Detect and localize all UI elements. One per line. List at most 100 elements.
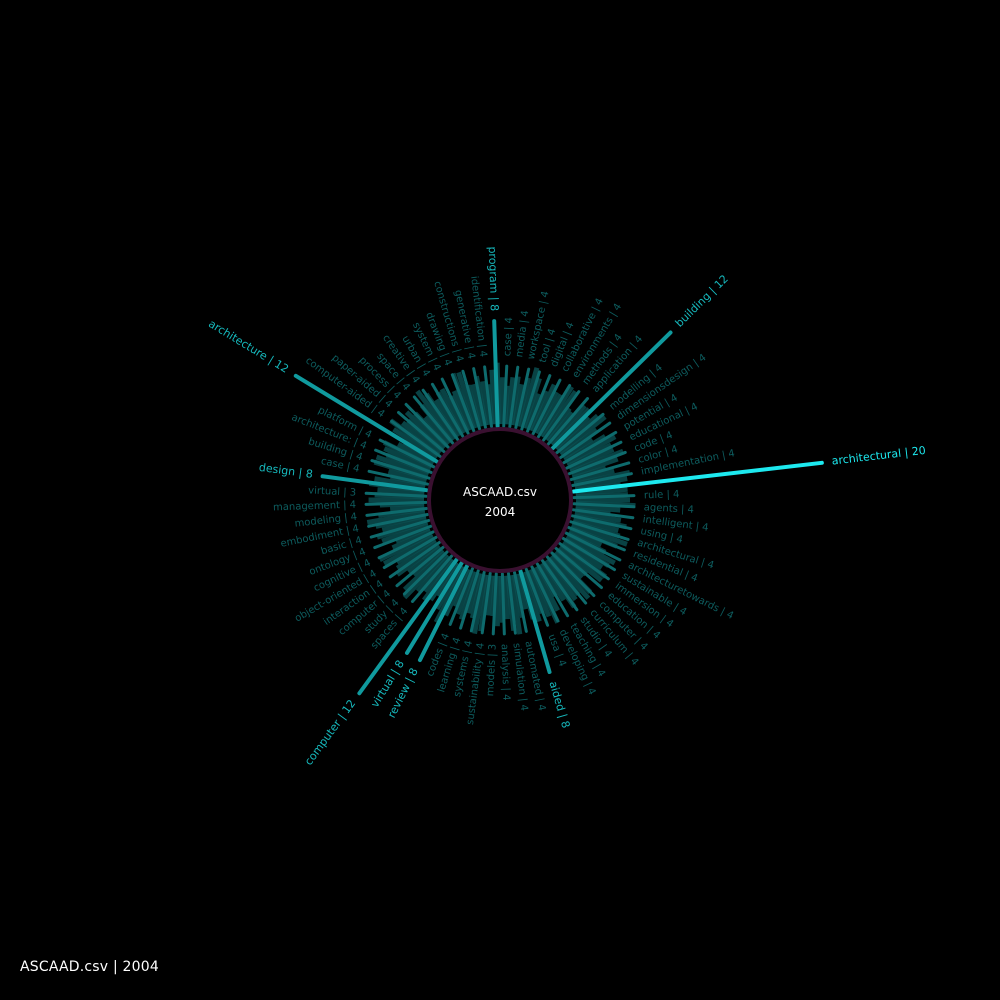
ring-fill-bar bbox=[402, 550, 447, 592]
ring-fill-bar bbox=[434, 398, 462, 438]
footer-label: ASCAAD.csv | 2004 bbox=[20, 959, 159, 975]
word-bar bbox=[430, 382, 465, 438]
word-bar bbox=[450, 373, 476, 433]
ring-fill-bar bbox=[575, 503, 621, 513]
word-label: program | 8 bbox=[486, 246, 501, 311]
word-label: architecture | 12 bbox=[206, 317, 291, 376]
word-label: virtual | 3 bbox=[308, 485, 357, 498]
ring-fill-bar bbox=[575, 486, 628, 497]
word-bar bbox=[472, 367, 487, 429]
ring-fill-bar bbox=[494, 575, 501, 627]
word-label: rule | 4 bbox=[644, 489, 680, 501]
ring-fill-bar bbox=[374, 476, 426, 490]
word-bar bbox=[554, 546, 603, 590]
word-bar bbox=[526, 374, 552, 433]
ring-fill-bar bbox=[423, 415, 452, 446]
ring-fill-bar bbox=[470, 383, 486, 427]
word-bar bbox=[524, 567, 550, 627]
word-label: agents | 4 bbox=[644, 502, 695, 516]
ring-fill-bar bbox=[382, 534, 435, 566]
word-label: computer | 12 bbox=[302, 697, 358, 768]
word-bar bbox=[536, 384, 572, 439]
word-bar bbox=[559, 421, 612, 460]
word-bar bbox=[567, 450, 627, 476]
ring-fill-bar bbox=[514, 573, 529, 610]
ring-fill-bar bbox=[574, 510, 622, 523]
ring-fill-bar bbox=[543, 559, 578, 602]
ring-fill-bar bbox=[499, 377, 506, 425]
ring-fill-bar bbox=[553, 550, 585, 580]
word-bar bbox=[293, 373, 439, 464]
word-bar bbox=[518, 569, 552, 675]
ring-fill-bar bbox=[570, 456, 619, 478]
word-bar bbox=[550, 551, 596, 598]
word-bar bbox=[513, 571, 528, 633]
word-bar bbox=[320, 474, 429, 493]
center-hub bbox=[427, 427, 573, 573]
ring-fill-bar bbox=[415, 389, 457, 441]
word-bar bbox=[572, 494, 636, 500]
ring-fill-bar bbox=[546, 410, 575, 444]
word-bar bbox=[369, 518, 431, 539]
word-bar bbox=[357, 557, 459, 696]
word-bar bbox=[364, 500, 428, 506]
word-bar bbox=[569, 520, 630, 541]
word-bar bbox=[520, 370, 541, 431]
ring-fill-bar bbox=[535, 393, 564, 436]
ring-fill-bar bbox=[451, 390, 473, 431]
word-label: management | 4 bbox=[273, 500, 356, 514]
word-label: models | 3 bbox=[485, 644, 499, 697]
word-bar bbox=[561, 536, 616, 572]
ring-fill-bar bbox=[574, 476, 628, 490]
word-bar bbox=[571, 508, 635, 520]
word-bar bbox=[397, 410, 446, 454]
word-bar bbox=[448, 567, 474, 626]
word-bar bbox=[571, 472, 633, 487]
ring-fill-bar bbox=[538, 562, 566, 602]
word-bar bbox=[572, 502, 636, 509]
ring-fill-bar bbox=[568, 528, 603, 548]
ring-fill-bar bbox=[422, 556, 454, 593]
ring-fill-bar bbox=[502, 575, 510, 620]
word-bar bbox=[508, 365, 520, 429]
ring-fill-bar bbox=[548, 404, 587, 446]
ring-fill-bar bbox=[572, 468, 615, 484]
ring-fill-bar bbox=[541, 389, 578, 440]
word-bar bbox=[506, 572, 517, 635]
ring-fill-bar bbox=[532, 390, 559, 434]
ring-fill-bar bbox=[387, 468, 428, 484]
ring-fill-bar bbox=[538, 385, 574, 438]
word-bar bbox=[461, 369, 482, 431]
word-bar bbox=[567, 526, 626, 552]
ring-fill-bar bbox=[456, 371, 479, 429]
word-bar bbox=[402, 550, 449, 596]
ring-fill-bar bbox=[480, 381, 492, 426]
ring-fill-bar bbox=[381, 516, 428, 533]
word-label: building | 12 bbox=[673, 272, 731, 329]
ring-fill-bar bbox=[472, 574, 489, 635]
word-label: design | 8 bbox=[258, 461, 313, 481]
word-bar bbox=[558, 542, 610, 581]
ring-fill-bar bbox=[532, 566, 561, 612]
word-bar bbox=[564, 531, 622, 562]
word-bar bbox=[364, 491, 428, 498]
word-bar bbox=[365, 506, 428, 517]
ring-fill-bar bbox=[407, 545, 442, 575]
ring-fill-bar bbox=[530, 383, 557, 433]
word-bar bbox=[440, 377, 470, 435]
word-bar bbox=[370, 459, 431, 480]
word-bar bbox=[491, 572, 498, 636]
word-bar bbox=[545, 555, 588, 605]
word-label: aided | 8 bbox=[547, 680, 573, 730]
ring-fill-bar bbox=[465, 572, 482, 614]
ring-fill-bar bbox=[561, 539, 604, 570]
word-bar bbox=[483, 365, 494, 428]
word-bar bbox=[535, 562, 570, 618]
word-bar bbox=[480, 571, 492, 635]
ring-fill-bar bbox=[565, 434, 617, 466]
word-bar bbox=[565, 440, 623, 470]
ring-fill-bar bbox=[485, 575, 495, 616]
ring-fill-bar bbox=[558, 414, 607, 455]
ring-fill-bar bbox=[401, 420, 442, 455]
word-bar bbox=[546, 397, 590, 446]
